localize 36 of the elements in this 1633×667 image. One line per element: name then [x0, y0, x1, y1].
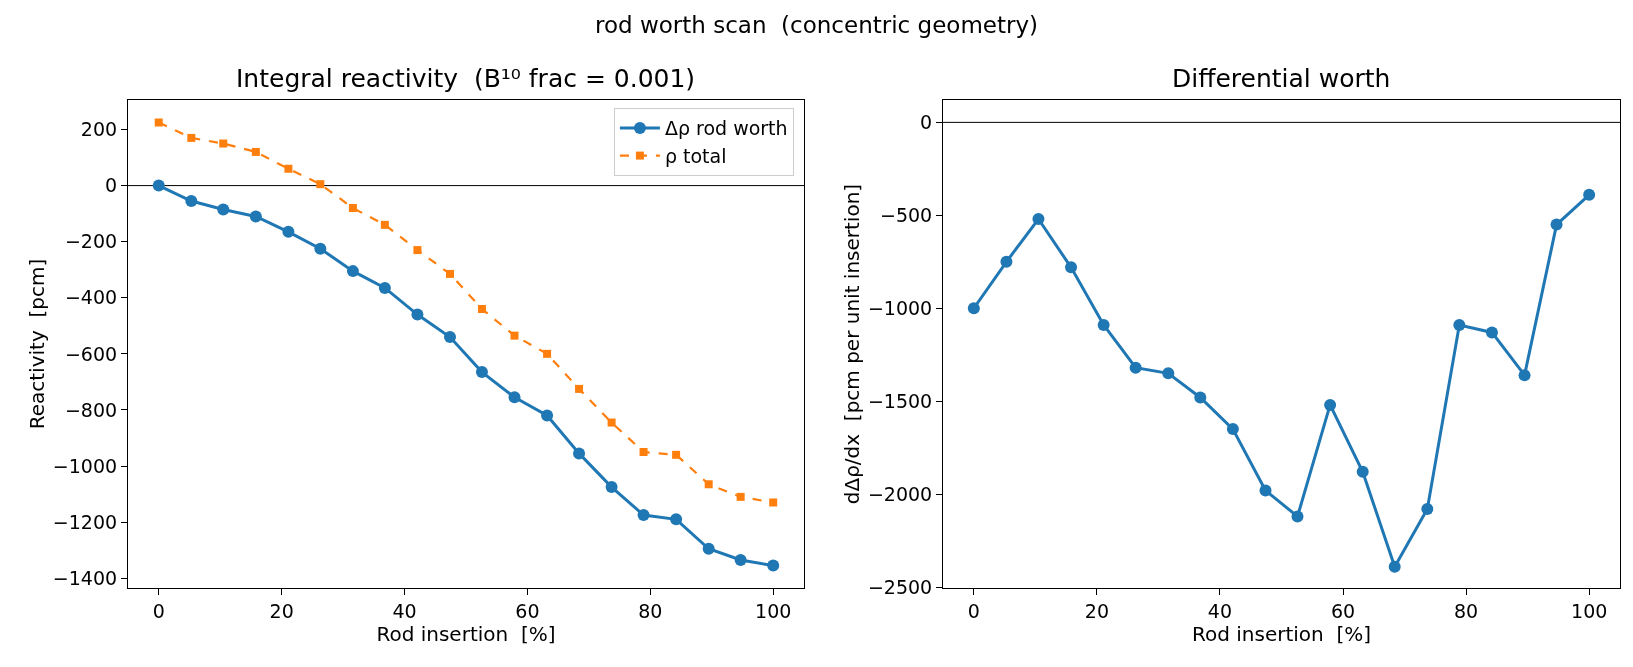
x-tick-label: 80: [638, 599, 663, 622]
legend-label: ρ total: [664, 145, 727, 168]
x-axis-title: Rod insertion [%]: [1191, 622, 1372, 647]
y-tick-label: 0: [920, 111, 933, 134]
x-tick-label: 60: [515, 599, 540, 622]
x-tick-label: 0: [152, 599, 165, 622]
x-tick-label: 40: [1207, 599, 1233, 622]
y-tick-label: 200: [80, 118, 118, 141]
x-tick-label: 60: [1330, 599, 1356, 622]
y-tick-label: −600: [64, 342, 118, 365]
y-tick-label: −1500: [867, 389, 933, 412]
chart-title: Differential worth: [1172, 64, 1391, 93]
y-tick-label: 0: [105, 174, 118, 197]
text: rod worth scan (concentric geometry): [595, 12, 1038, 38]
y-tick-label: −500: [879, 203, 933, 226]
y-tick-label: −1000: [52, 454, 118, 477]
x-tick-label: 0: [967, 599, 980, 622]
x-tick-label: 20: [269, 599, 294, 622]
y-axis-title: Reactivity [pcm]: [25, 258, 50, 430]
y-tick-label: −400: [64, 286, 118, 309]
y-tick-label: −200: [64, 230, 118, 253]
y-axis-title: dΔρ/dx [pcm per unit insertion]: [840, 183, 865, 505]
y-tick-label: −2000: [867, 482, 933, 505]
y-tick-label: −1400: [52, 566, 118, 589]
x-tick-label: 20: [1084, 599, 1109, 622]
x-axis-title: Rod insertion [%]: [376, 622, 556, 647]
y-tick-label: −1000: [867, 296, 933, 319]
x-tick-label: 100: [1571, 599, 1608, 622]
y-tick-label: −800: [64, 398, 118, 421]
chart-title: Integral reactivity (B¹⁰ frac = 0.001): [236, 64, 696, 93]
x-tick-label: 40: [392, 599, 417, 622]
x-tick-label: 80: [1454, 599, 1479, 622]
x-tick-label: 100: [755, 599, 792, 622]
legend-label: Δρ rod worth: [664, 117, 788, 140]
y-tick-label: −1200: [52, 510, 118, 533]
y-tick-label: −2500: [867, 575, 933, 598]
